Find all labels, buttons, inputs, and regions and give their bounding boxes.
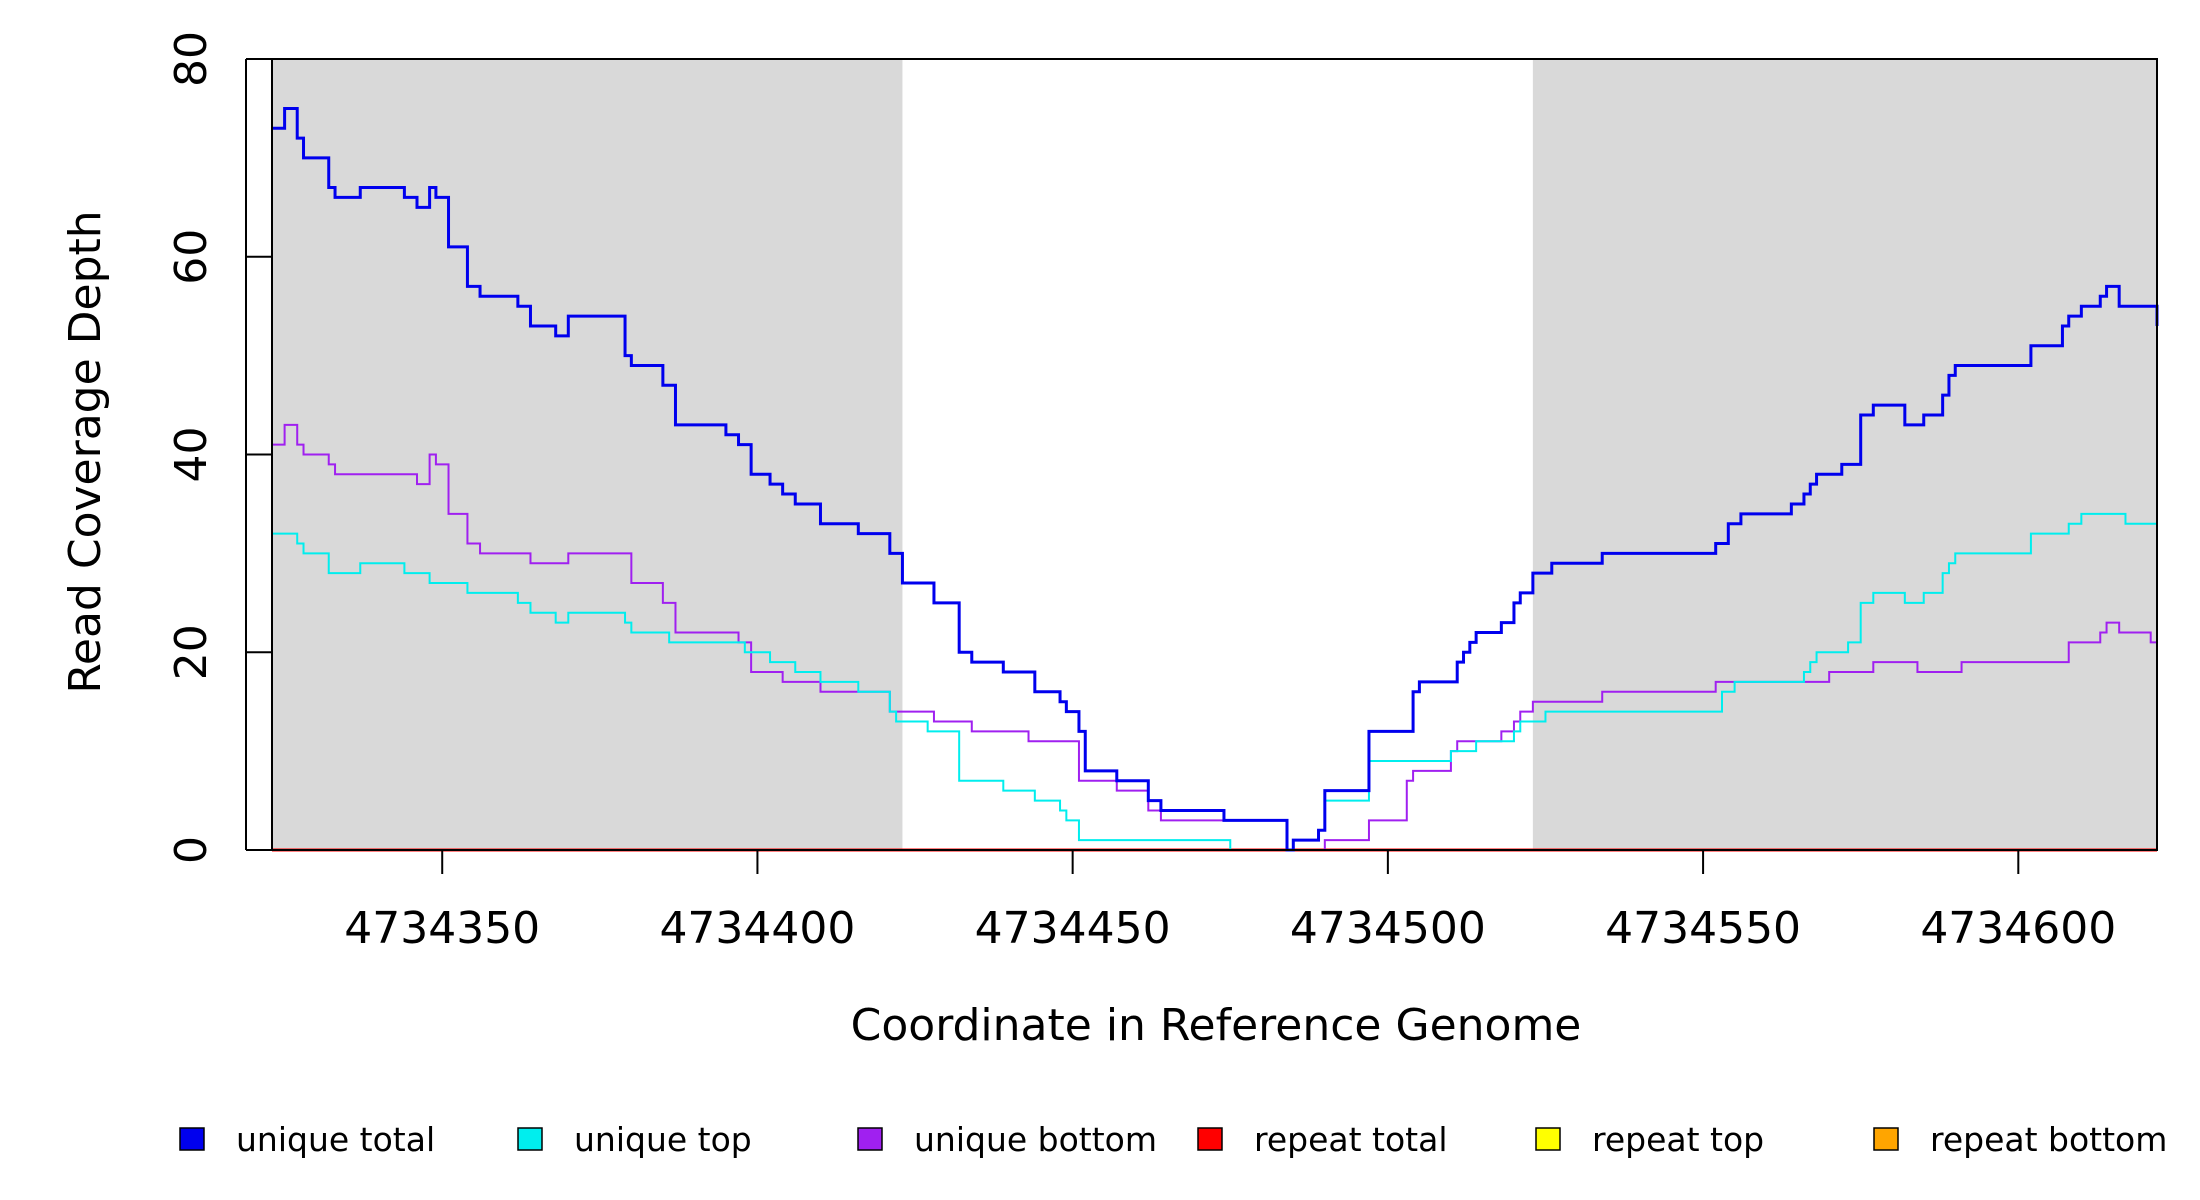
legend-label-repeat-top: repeat top [1592,1120,1764,1159]
legend-swatch-repeat-top [1535,1127,1561,1151]
legend-swatch-repeat-total [1197,1127,1223,1151]
y-axis: 0 20 40 60 80 [166,31,272,864]
x-tick-label: 4734600 [1920,903,2116,954]
legend-swatch-unique-top [517,1127,543,1151]
legend-label-repeat-bottom: repeat bottom [1930,1120,2167,1159]
legend-swatch-unique-bottom [857,1127,883,1151]
y-tick-label: 60 [166,229,217,285]
x-tick-label: 4734350 [344,903,540,954]
legend-label-unique-total: unique total [236,1120,435,1159]
y-tick-label: 0 [166,836,217,864]
y-axis-title: Read Coverage Depth [60,210,111,693]
series-unique-total [272,106,2159,852]
x-axis: 4734350 4734400 4734450 4734500 4734550 47346… [344,850,2116,954]
shaded-regions [272,59,2157,850]
legend-label-unique-bottom: unique bottom [914,1120,1157,1159]
x-tick-label: 4734500 [1290,903,1486,954]
legend-label-unique-top: unique top [574,1120,752,1159]
series-unique-bottom [272,423,2157,851]
legend-swatch-repeat-bottom [1873,1127,1899,1151]
shaded-region-1 [272,59,903,850]
x-tick-label: 4734550 [1605,903,1801,954]
legend: unique total unique top unique bottom repea… [179,1120,2167,1159]
x-tick-label: 4734450 [975,903,1171,954]
y-tick-label: 20 [166,624,217,680]
legend-label-repeat-total: repeat total [1254,1120,1448,1159]
x-tick-label: 4734400 [659,903,855,954]
x-axis-title: Coordinate in Reference Genome [851,1000,1582,1051]
series-unique-top [272,512,2158,851]
legend-swatch-unique-total [179,1127,205,1151]
y-tick-label: 40 [166,427,217,483]
y-tick-label: 80 [166,31,217,87]
shaded-region-2 [1532,59,2157,850]
